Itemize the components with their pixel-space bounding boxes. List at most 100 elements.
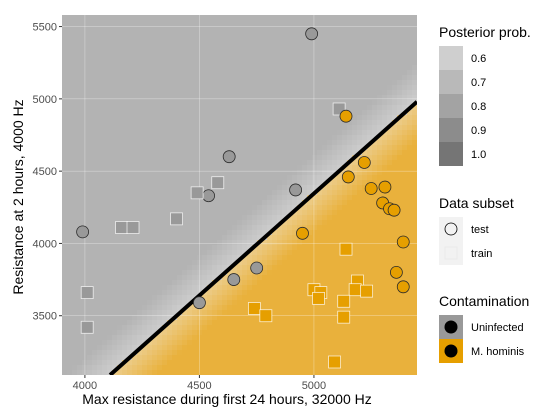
heatmap-cell: [267, 140, 273, 146]
heatmap-cell: [142, 350, 148, 356]
heatmap-cell: [277, 80, 283, 86]
heatmap-cell: [272, 195, 278, 201]
heatmap-cell: [232, 140, 238, 146]
heatmap-cell: [107, 365, 113, 371]
heatmap-cell: [377, 290, 383, 296]
heatmap-cell: [182, 105, 188, 111]
heatmap-cell: [387, 265, 393, 271]
heatmap-cell: [92, 205, 98, 211]
heatmap-cell: [302, 170, 308, 176]
heatmap-cell: [337, 70, 343, 76]
heatmap-cell: [97, 360, 103, 366]
heatmap-cell: [237, 120, 243, 126]
heatmap-cell: [137, 140, 143, 146]
heatmap-cell: [252, 190, 258, 196]
heatmap-cell: [392, 335, 398, 341]
heatmap-cell: [307, 235, 313, 241]
heatmap-cell: [117, 50, 123, 56]
heatmap-cell: [272, 140, 278, 146]
heatmap-cell: [62, 75, 68, 81]
heatmap-cell: [117, 370, 123, 375]
heatmap-cell: [227, 305, 233, 311]
heatmap-cell: [262, 135, 268, 141]
heatmap-cell: [67, 240, 73, 246]
heatmap-cell: [247, 235, 253, 241]
heatmap-cell: [142, 235, 148, 241]
heatmap-cell: [122, 250, 128, 256]
heatmap-cell: [97, 130, 103, 136]
heatmap-cell: [282, 330, 288, 336]
heatmap-cell: [132, 315, 138, 321]
heatmap-cell: [262, 20, 268, 26]
heatmap-cell: [342, 235, 348, 241]
heatmap-cell: [387, 315, 393, 321]
heatmap-cell: [102, 200, 108, 206]
heatmap-cell: [212, 260, 218, 266]
heatmap-cell: [207, 130, 213, 136]
heatmap-cell: [187, 155, 193, 161]
heatmap-cell: [257, 175, 263, 181]
heatmap-cell: [297, 45, 303, 51]
heatmap-cell: [282, 165, 288, 171]
heatmap-cell: [207, 145, 213, 151]
heatmap-cell: [72, 290, 78, 296]
heatmap-cell: [307, 325, 313, 331]
heatmap-cell: [137, 210, 143, 216]
heatmap-cell: [112, 130, 118, 136]
heatmap-cell: [157, 140, 163, 146]
heatmap-cell: [317, 360, 323, 366]
heatmap-cell: [182, 50, 188, 56]
heatmap-cell: [187, 260, 193, 266]
heatmap-cell: [117, 270, 123, 276]
heatmap-cell: [397, 290, 403, 296]
heatmap-cell: [297, 265, 303, 271]
heatmap-cell: [202, 25, 208, 31]
heatmap-cell: [287, 25, 293, 31]
heatmap-cell: [122, 165, 128, 171]
heatmap-cell: [97, 80, 103, 86]
heatmap-cell: [222, 330, 228, 336]
heatmap-cell: [192, 25, 198, 31]
heatmap-cell: [392, 175, 398, 181]
heatmap-cell: [402, 305, 408, 311]
heatmap-cell: [102, 195, 108, 201]
heatmap-cell: [322, 185, 328, 191]
heatmap-cell: [222, 205, 228, 211]
heatmap-cell: [247, 320, 253, 326]
heatmap-cell: [147, 125, 153, 131]
heatmap-cell: [157, 100, 163, 106]
heatmap-cell: [282, 235, 288, 241]
heatmap-cell: [92, 195, 98, 201]
heatmap-cell: [272, 145, 278, 151]
heatmap-cell: [277, 335, 283, 341]
heatmap-cell: [382, 230, 388, 236]
heatmap-cell: [102, 275, 108, 281]
heatmap-cell: [67, 145, 73, 151]
heatmap-cell: [182, 140, 188, 146]
heatmap-cell: [352, 30, 358, 36]
heatmap-cell: [277, 110, 283, 116]
heatmap-cell: [317, 25, 323, 31]
heatmap-cell: [197, 275, 203, 281]
heatmap-cell: [87, 170, 93, 176]
heatmap-cell: [277, 25, 283, 31]
heatmap-cell: [147, 310, 153, 316]
heatmap-cell: [102, 50, 108, 56]
heatmap-cell: [187, 330, 193, 336]
heatmap-cell: [322, 135, 328, 141]
heatmap-cell: [67, 205, 73, 211]
heatmap-cell: [297, 360, 303, 366]
heatmap-cell: [287, 255, 293, 261]
heatmap-cell: [132, 240, 138, 246]
heatmap-cell: [97, 275, 103, 281]
heatmap-cell: [382, 270, 388, 276]
heatmap-cell: [257, 130, 263, 136]
heatmap-cell: [327, 290, 333, 296]
heatmap-cell: [72, 85, 78, 91]
heatmap-cell: [397, 45, 403, 51]
heatmap-cell: [287, 245, 293, 251]
heatmap-cell: [282, 210, 288, 216]
heatmap-cell: [92, 45, 98, 51]
heatmap-cell: [377, 310, 383, 316]
heatmap-cell: [337, 185, 343, 191]
